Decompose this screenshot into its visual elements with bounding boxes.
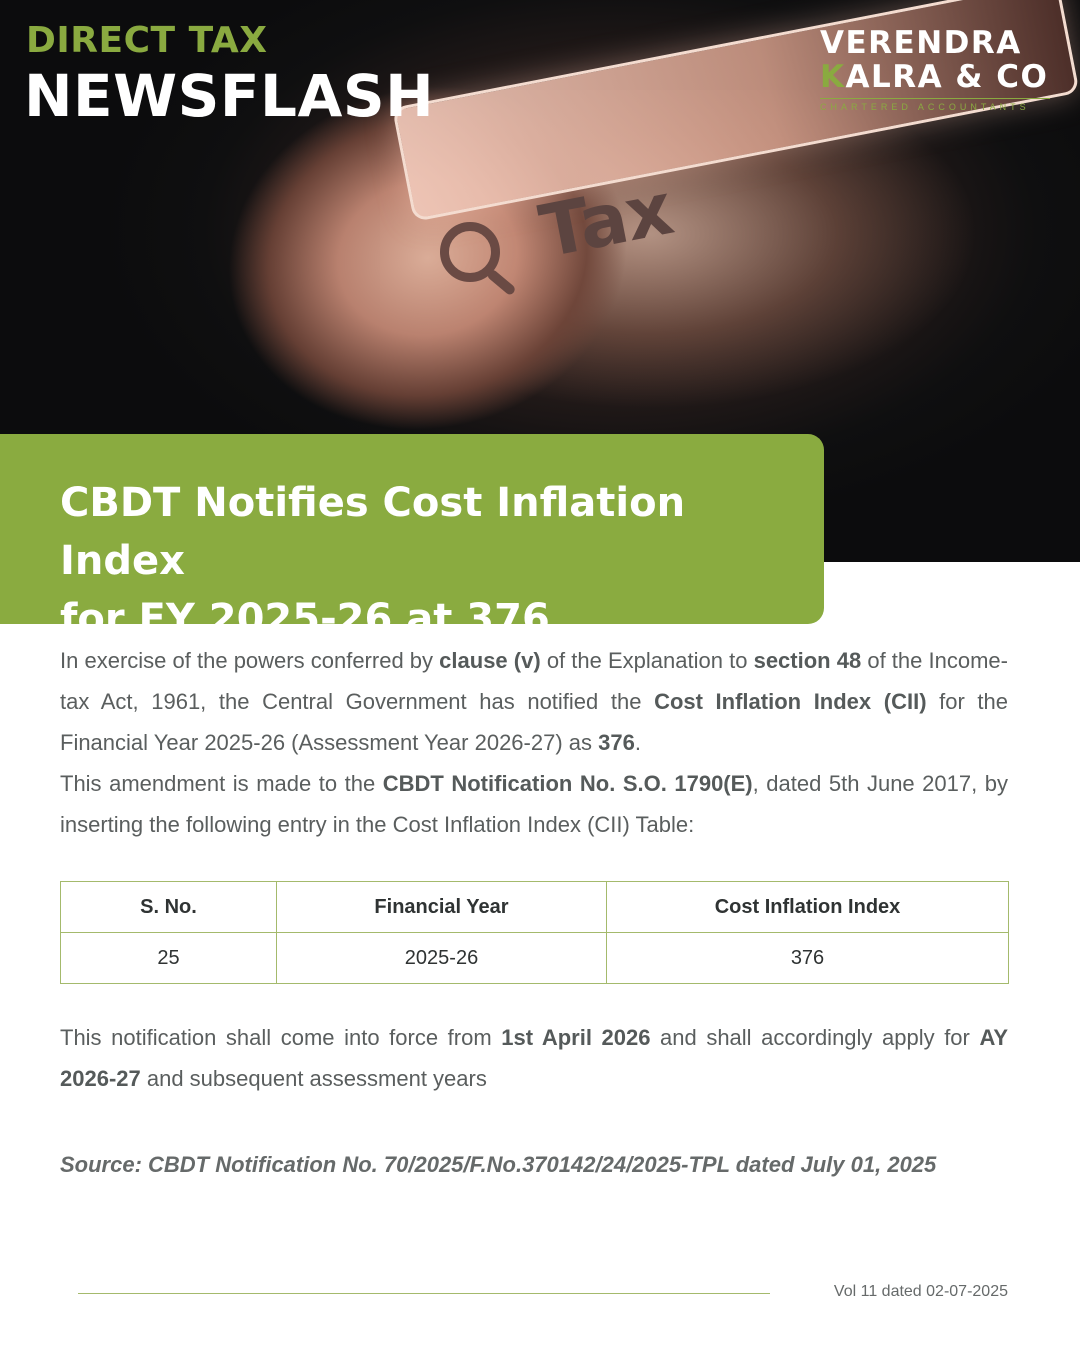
column-header-financial-year: Financial Year — [276, 881, 607, 933]
table-header-row: S. No. Financial Year Cost Inflation Ind… — [60, 881, 1009, 933]
bold-run: CBDT Notification No. S.O. 1790(E) — [382, 771, 753, 796]
firm-logo: VERENDRA KALRA & CO CHARTERED ACCOUNTANT… — [820, 26, 1050, 112]
column-header-cii: Cost Inflation Index — [606, 881, 1009, 933]
newsletter-kicker: DIRECT TAX — [26, 20, 268, 61]
paragraph-effective-date: This notification shall come into force … — [60, 1017, 1008, 1099]
cii-table: S. No. Financial Year Cost Inflation Ind… — [60, 881, 1009, 984]
logo-line-1: VERENDRA — [820, 25, 1022, 61]
cell-sno: 25 — [60, 932, 277, 984]
article-title: CBDT Notifies Cost Inflation Index for F… — [60, 474, 820, 648]
headline-banner: CBDT Notifies Cost Inflation Index for F… — [0, 434, 824, 642]
bold-run: AY 2026-27 — [60, 1025, 1008, 1091]
text-run: and shall accordingly apply for — [650, 1025, 980, 1050]
logo-k-letter: K — [820, 59, 846, 95]
logo-line-2: KALRA & CO — [820, 60, 1050, 94]
bold-run: 1st April 2026 — [501, 1025, 651, 1050]
article-title-line-1: CBDT Notifies Cost Inflation Index — [60, 480, 686, 584]
text-run: for the Financial Year 2025-26 (Assessme… — [60, 689, 1008, 755]
column-header-sno: S. No. — [60, 881, 277, 933]
text-run: This notification shall come into force … — [60, 1025, 502, 1050]
hero-image: Tax DIRECT TAX NEWSFLASH VERENDRA KALRA … — [0, 0, 1080, 562]
newsletter-title: NEWSFLASH — [24, 62, 435, 130]
text-run: of the Explanation to — [540, 648, 754, 673]
paragraph-notification: In exercise of the powers conferred by c… — [60, 640, 1008, 763]
source-citation: Source: CBDT Notification No. 70/2025/F.… — [60, 1152, 937, 1177]
logo-line-2-rest: ALRA & CO — [845, 59, 1049, 95]
bold-run: section 48 — [753, 648, 862, 673]
bold-run: 376 — [598, 730, 635, 755]
text-run: , dated 5th June 2017, by inserting the … — [60, 771, 1008, 837]
table-row: 25 2025-26 376 — [60, 932, 1009, 984]
cell-financial-year: 2025-26 — [276, 932, 607, 984]
text-run: of the Income-tax Act, 1961, the Central… — [60, 648, 1008, 714]
bold-run: clause (v) — [439, 648, 541, 673]
text-run: . — [634, 730, 641, 755]
cell-cii: 376 — [606, 932, 1009, 984]
article-title-line-2: for FY 2025-26 at 376 — [60, 596, 550, 642]
bold-run: Cost Inflation Index (CII) — [654, 689, 927, 714]
volume-date: Vol 11 dated 02-07-2025 — [833, 1283, 1008, 1300]
magnifier-icon — [440, 222, 500, 282]
text-run: and subsequent assessment years — [140, 1066, 487, 1091]
logo-tagline: CHARTERED ACCOUNTANTS — [820, 98, 1050, 112]
footer-divider — [78, 1293, 770, 1294]
text-run: In exercise of the powers conferred by — [60, 648, 440, 673]
text-run: This amendment is made to the — [60, 771, 383, 796]
paragraph-amendment: This amendment is made to the CBDT Notif… — [60, 763, 1008, 845]
